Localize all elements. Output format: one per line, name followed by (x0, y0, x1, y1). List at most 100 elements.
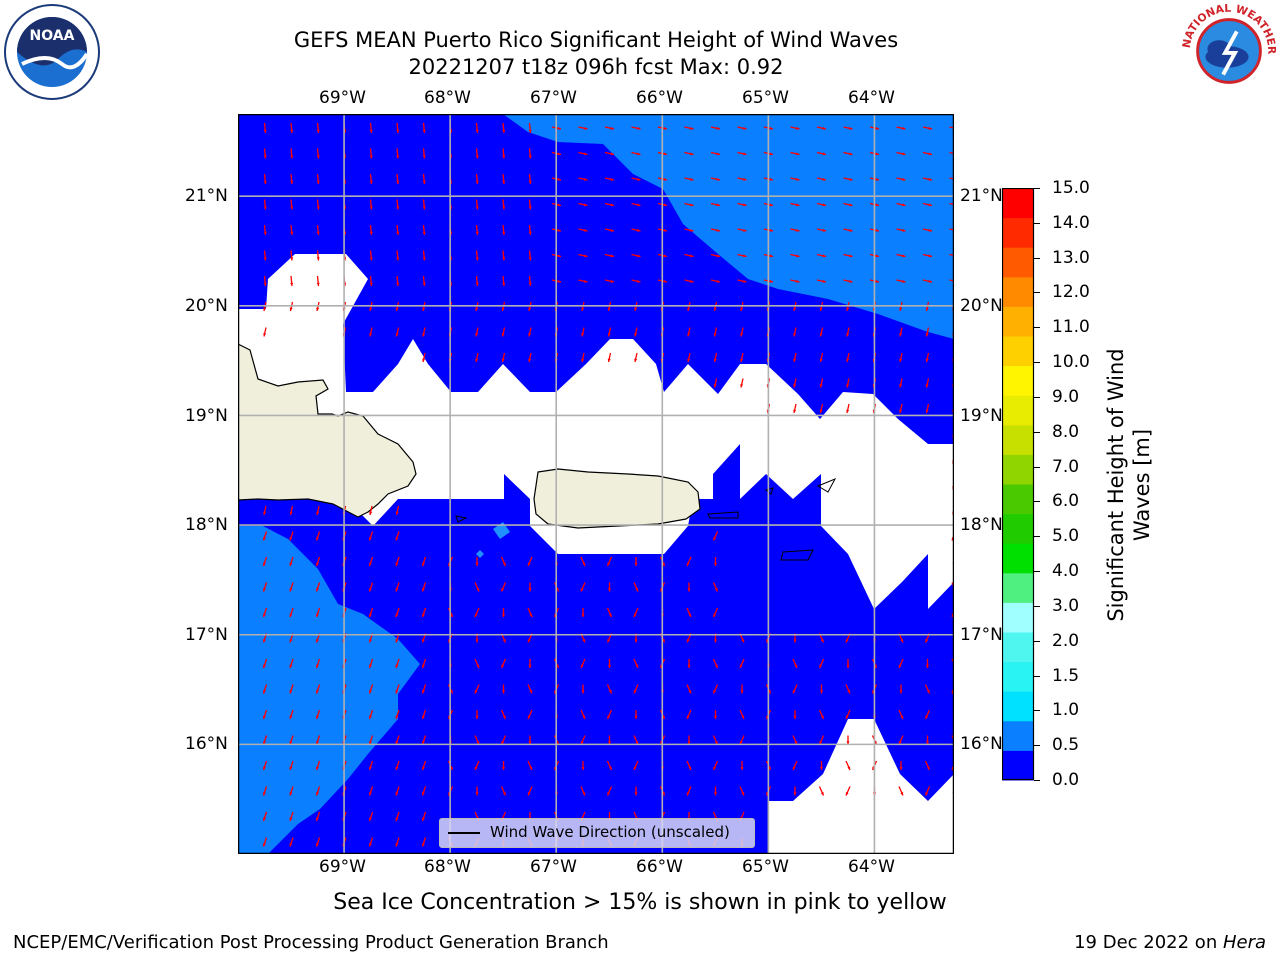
colorbar-band (1002, 336, 1034, 367)
wind-wave-arrow (369, 250, 373, 261)
wind-wave-arrow (633, 582, 639, 592)
wind-wave-arrow (528, 122, 532, 134)
wind-wave-arrow (368, 709, 374, 720)
lat-label-left: 18°N (185, 515, 228, 535)
wind-wave-arrow (421, 709, 427, 720)
wind-wave-arrow (315, 786, 321, 796)
wind-wave-arrow (684, 228, 694, 232)
wind-wave-arrow (737, 202, 747, 207)
lon-label-top: 66°W (636, 88, 683, 108)
wind-wave-arrow (846, 378, 850, 388)
colorbar-tick-label: 4.0 (1052, 561, 1080, 582)
wind-wave-arrow (631, 177, 641, 181)
wind-wave-arrow (422, 352, 426, 363)
wind-wave-arrow (793, 710, 797, 719)
lon-label-bottom: 68°W (424, 857, 471, 877)
wind-wave-arrow (581, 352, 585, 363)
wind-wave-arrow (790, 228, 800, 232)
wind-wave-arrow (289, 607, 294, 618)
wind-wave-arrow (604, 126, 615, 130)
wind-wave-arrow (421, 837, 427, 847)
wind-wave-arrow (633, 760, 639, 771)
wind-wave-arrow (896, 151, 906, 156)
wind-wave-arrow (846, 352, 850, 363)
wind-wave-arrow (368, 811, 374, 822)
wind-wave-arrow (263, 250, 267, 261)
wind-wave-arrow (578, 126, 588, 130)
wind-wave-arrow (315, 811, 321, 822)
wind-wave-arrow (790, 126, 800, 130)
wind-wave-arrow (474, 582, 480, 592)
wind-wave-arrow (262, 709, 268, 720)
wind-wave-arrow (528, 327, 532, 337)
wind-wave-arrow (949, 228, 954, 231)
wind-wave-arrow (686, 684, 692, 694)
wind-wave-arrow (502, 173, 506, 185)
wind-wave-arrow (949, 279, 954, 282)
wind-wave-arrow (475, 786, 479, 796)
lat-label-left: 19°N (185, 406, 228, 426)
wind-wave-arrow (528, 224, 532, 236)
colorbar-tick-mark (1034, 292, 1040, 294)
wind-wave-arrow (606, 556, 613, 567)
wind-wave-arrow (527, 709, 533, 720)
lat-label-right: 21°N (960, 186, 1003, 206)
wind-wave-arrow (790, 151, 800, 156)
colorbar-band (1002, 365, 1034, 396)
wind-wave-arrow (501, 761, 506, 770)
wind-wave-arrow (737, 151, 747, 156)
wind-wave-arrow (501, 684, 506, 694)
wind-wave-arrow (316, 122, 320, 134)
wind-wave-arrow (581, 327, 585, 337)
wind-wave-arrow (289, 505, 294, 516)
colorbar-tick-label: 8.0 (1052, 421, 1080, 442)
wind-wave-arrow (631, 202, 641, 207)
wind-wave-arrow (578, 253, 588, 258)
wind-wave-arrow (922, 126, 933, 130)
wind-wave-arrow (502, 199, 506, 210)
footer-right: 19 Dec 2022 on Hera (1074, 932, 1266, 953)
nws-logo: NATIONAL WEATHER SERVICE (1180, 2, 1278, 98)
colorbar-tick-label: 0.5 (1052, 735, 1080, 756)
wind-wave-arrow (793, 352, 797, 363)
wind-wave-arrow (500, 786, 507, 796)
wind-wave-arrow (606, 607, 613, 618)
wind-wave-arrow (475, 710, 479, 719)
wind-wave-arrow (924, 684, 931, 694)
wind-wave-arrow (710, 253, 721, 258)
lon-label-bottom: 66°W (636, 857, 683, 877)
wind-wave-arrow (819, 761, 824, 770)
colorbar-band (1002, 572, 1034, 603)
wind-wave-arrow (580, 658, 586, 669)
wind-wave-arrow (395, 607, 400, 618)
wind-wave-arrow (631, 253, 641, 258)
wind-wave-arrow (315, 684, 321, 694)
wind-wave-arrow (604, 151, 615, 156)
wind-wave-arrow (845, 709, 851, 720)
map-frame (238, 114, 954, 854)
wind-wave-arrow (816, 279, 827, 283)
wind-wave-arrow (687, 659, 691, 668)
colorbar-tick-mark (1034, 640, 1040, 642)
wind-wave-arrow (581, 761, 585, 770)
wind-wave-arrow (396, 275, 400, 287)
wind-wave-arrow (684, 151, 694, 156)
wind-wave-arrow (899, 403, 903, 414)
wind-wave-arrow (422, 224, 426, 236)
wind-wave-arrow (816, 126, 827, 130)
colorbar-tick-mark (1034, 780, 1040, 781)
wind-wave-arrow (369, 327, 373, 337)
wind-wave-arrow (925, 352, 930, 363)
wind-wave-arrow (396, 250, 400, 261)
wind-wave-arrow (289, 786, 294, 796)
colorbar-tick-label: 1.0 (1052, 700, 1080, 721)
wind-wave-arrow (289, 811, 294, 822)
wind-wave-arrow (949, 202, 954, 206)
wind-wave-arrow (421, 684, 427, 694)
wind-wave-arrow (263, 275, 267, 287)
wind-wave-arrow (316, 275, 320, 287)
wind-wave-arrow (712, 760, 719, 771)
wind-wave-arrow (528, 275, 532, 287)
wind-wave-arrow (713, 378, 718, 388)
wind-wave-arrow (949, 253, 954, 257)
